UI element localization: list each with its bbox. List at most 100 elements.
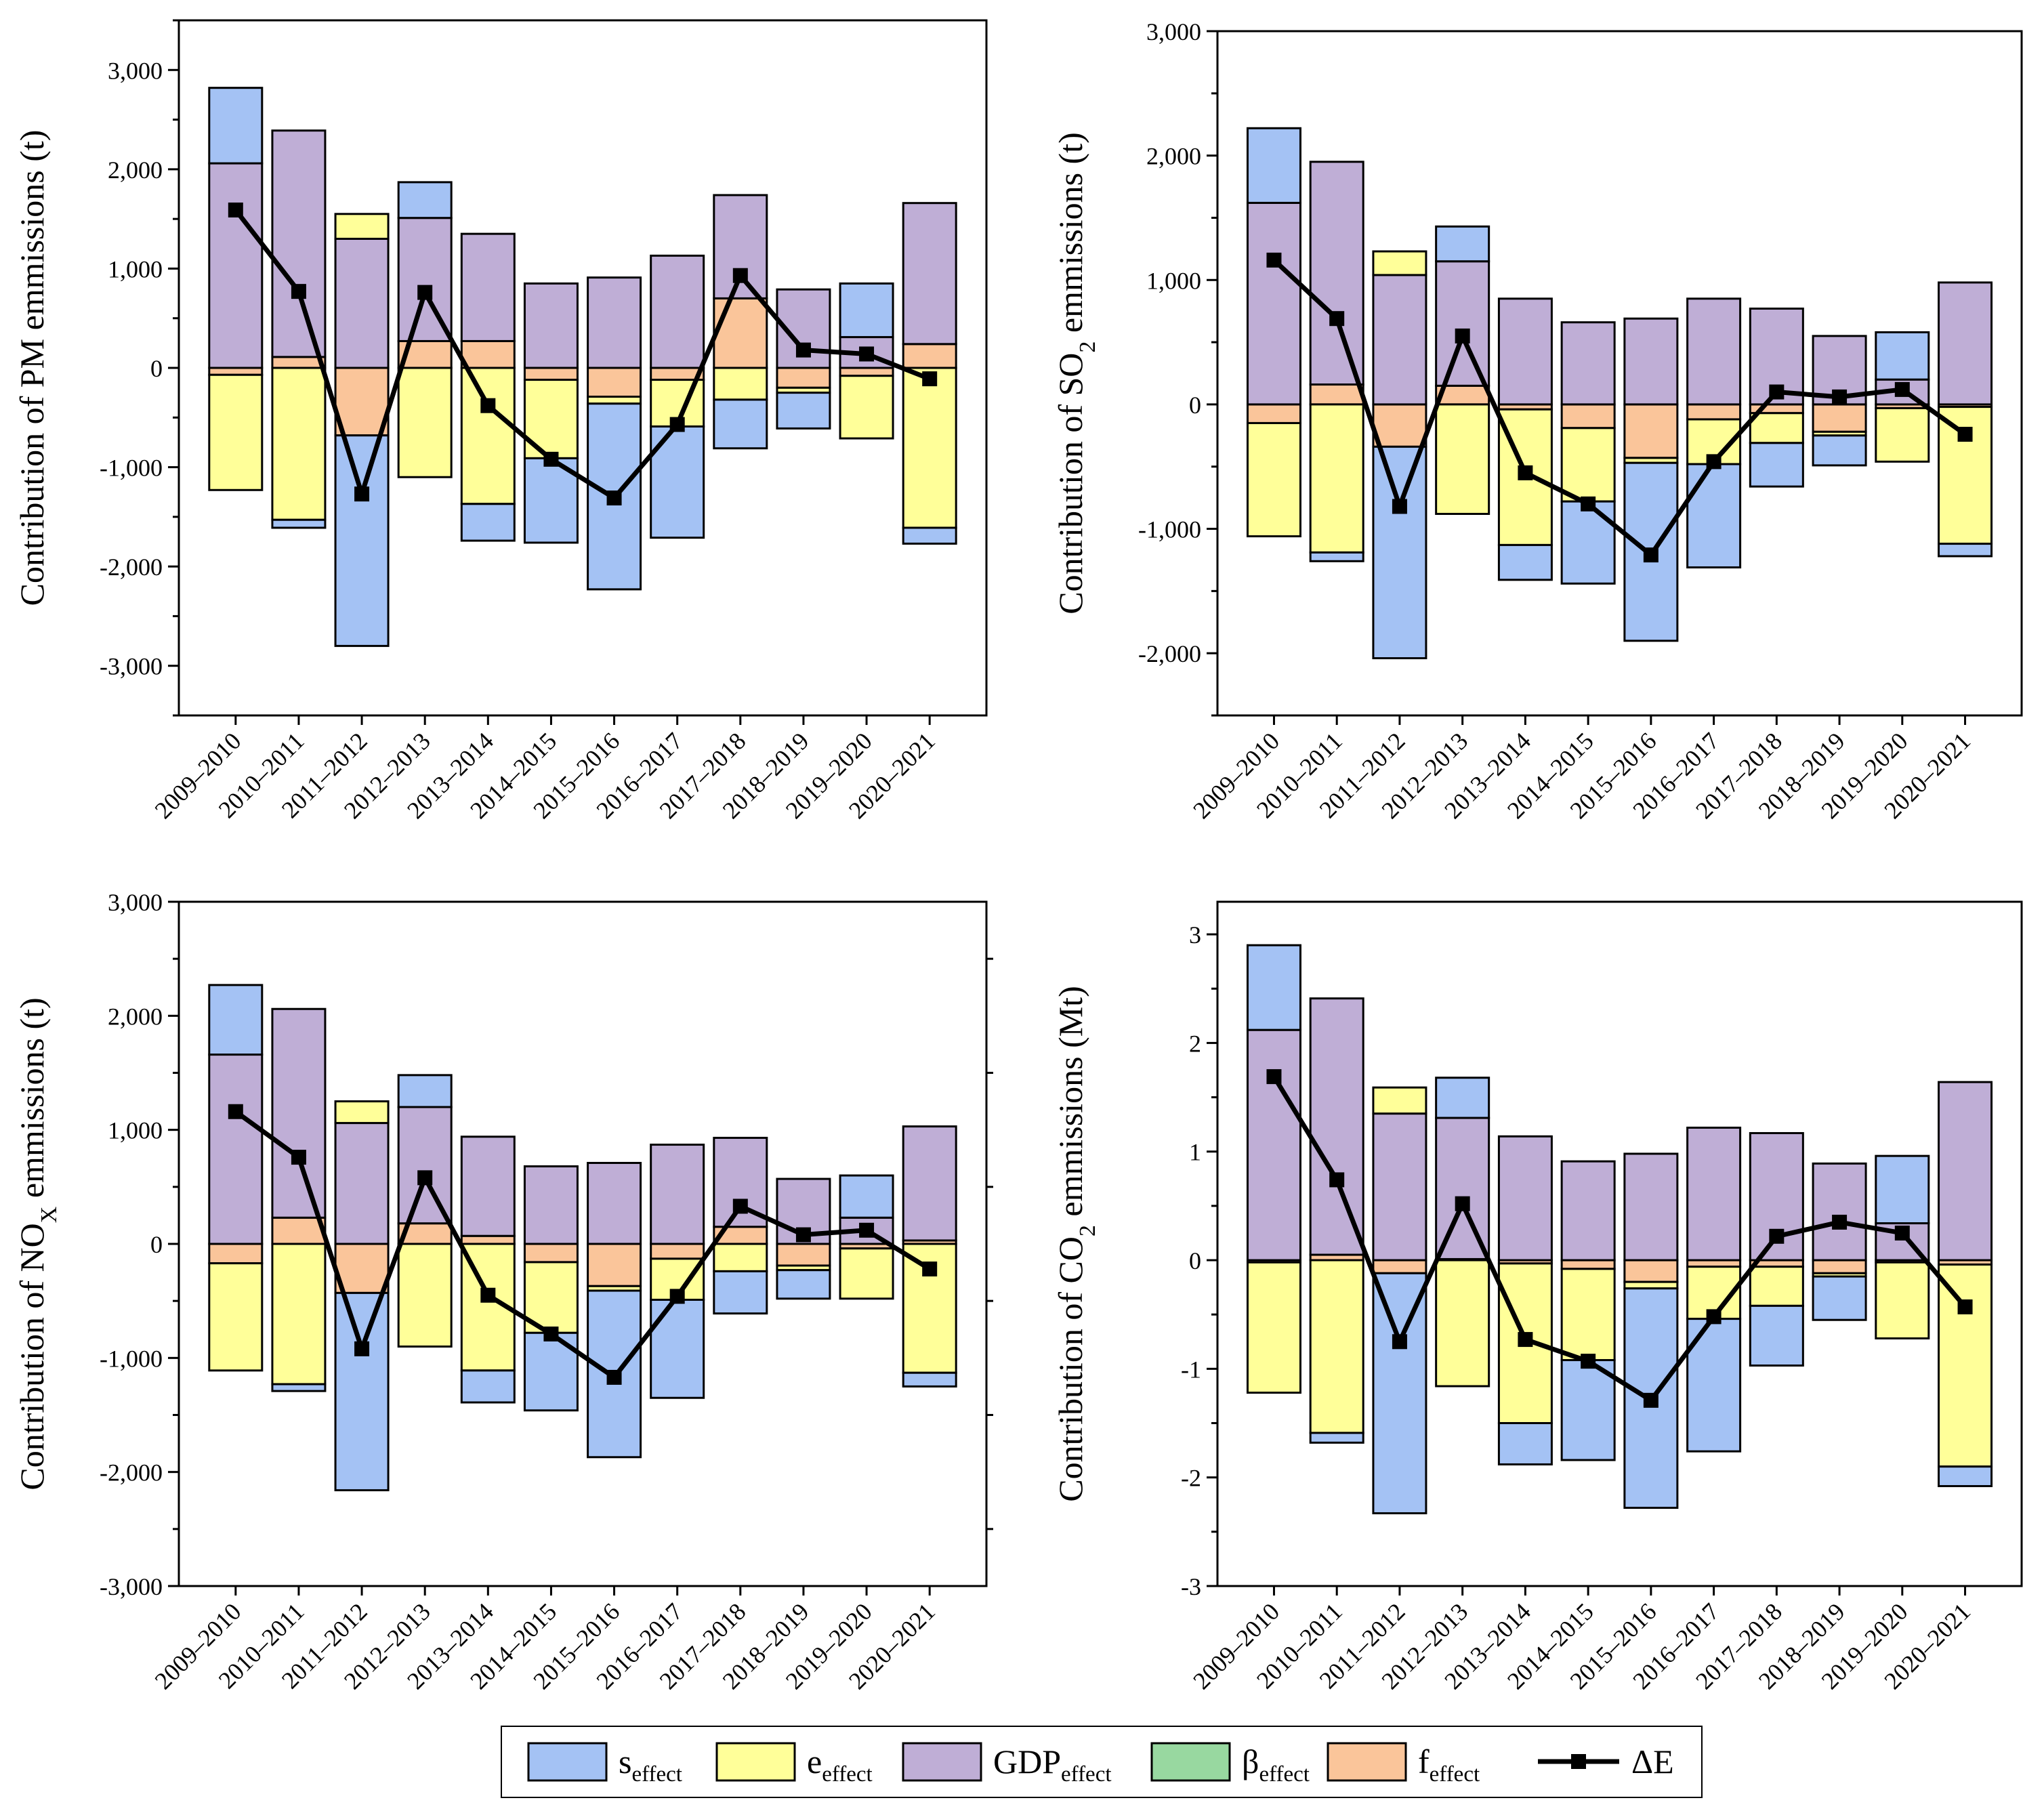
bar-segment-s-10: [1875, 331, 1930, 381]
legend: seffect eeffect GDPeffect βeffect feffect ΔE: [501, 1726, 1703, 1798]
bar-segment-f-0: [1246, 403, 1301, 424]
bar-segment-f-4: [460, 1234, 516, 1245]
bar-segment-s-8: [1749, 1304, 1804, 1367]
bar-segment-f-0: [208, 367, 264, 376]
delta-e-marker-7: [669, 1289, 685, 1304]
y-tick-label: -2: [1181, 1465, 1201, 1492]
y-tick-label: 2,000: [108, 1003, 163, 1030]
delta-e-marker-5: [1581, 496, 1596, 512]
bar-segment-e-3: [397, 1243, 453, 1348]
bar-segment-gdp-2: [1372, 274, 1427, 406]
bar-segment-e-5: [1560, 1268, 1616, 1362]
delta-e-marker-11: [1957, 1299, 1973, 1314]
bar-segment-s-1: [271, 1383, 327, 1392]
bar-segment-s-8: [1749, 442, 1804, 488]
delta-e-marker-7: [1706, 454, 1722, 470]
bar-segment-f-9: [1812, 403, 1867, 433]
bar-segment-s-1: [1309, 1432, 1364, 1444]
bar-segment-gdp-6: [587, 276, 642, 369]
bar-segment-gdp-8: [1749, 308, 1804, 406]
legend-swatch-e: [715, 1742, 796, 1782]
bar-segment-gdp-6: [587, 1161, 642, 1245]
bar-segment-e-0: [1246, 1261, 1301, 1394]
delta-e-marker-9: [1832, 389, 1848, 404]
bar-segment-s-4: [1497, 543, 1553, 581]
bar-segment-s-11: [1938, 1465, 1993, 1488]
delta-e-marker-3: [1455, 1196, 1470, 1211]
bar-segment-e-1: [1309, 1259, 1364, 1434]
delta-e-marker-1: [291, 284, 306, 299]
delta-e-marker-4: [1518, 1332, 1533, 1348]
bar-segment-gdp-5: [1560, 1160, 1616, 1262]
bar-segment-s-0: [1246, 944, 1301, 1031]
bar-segment-f-6: [1623, 403, 1679, 459]
bar-segment-e-1: [1309, 403, 1364, 554]
bar-segment-s-0: [208, 87, 264, 165]
legend-item-dE: ΔE: [1538, 1743, 1674, 1780]
bar-segment-gdp-1: [1309, 997, 1364, 1256]
bar-segment-gdp-4: [460, 1135, 516, 1237]
y-tick-label: -3,000: [100, 1573, 163, 1600]
bar-segment-e-10: [839, 375, 894, 440]
bar-segment-f-7: [650, 1243, 705, 1260]
y-tick-label: -1,000: [1138, 516, 1201, 543]
y-tick-label: 0: [150, 355, 163, 382]
y-tick-label: -1: [1181, 1356, 1201, 1383]
y-tick-label: 3,000: [108, 889, 163, 916]
bar-segment-e-0: [1246, 421, 1301, 538]
bar-segment-gdp-7: [650, 1144, 705, 1245]
delta-e-marker-4: [480, 398, 496, 413]
delta-e-marker-2: [354, 486, 370, 502]
legend-swatch-gdp: [902, 1742, 982, 1782]
bar-segment-f-6: [587, 367, 642, 398]
bar-segment-s-3: [1435, 225, 1490, 263]
bar-segment-e-6: [587, 396, 642, 405]
bar-segment-gdp-9: [1812, 1162, 1867, 1262]
bar-segment-s-4: [1497, 1422, 1553, 1465]
bar-segment-gdp-11: [1938, 1081, 1993, 1262]
bar-segment-s-2: [1372, 1272, 1427, 1515]
bars: [1246, 127, 1993, 660]
delta-e-marker-0: [228, 202, 243, 217]
bar-segment-s-10: [839, 282, 894, 339]
bar-segment-gdp-5: [523, 282, 579, 369]
legend-item-e: eeffect: [715, 1742, 873, 1787]
bar-segment-gdp-0: [208, 1054, 264, 1245]
bar-segment-f-6: [1623, 1259, 1679, 1283]
bar-segment-f-4: [460, 339, 516, 369]
chart-panels: -3,000-2,000-1,00001,0002,0003,0002009–2…: [13, 18, 2023, 1694]
bar-segment-f-2: [1372, 403, 1427, 448]
bar-segment-e-5: [1560, 427, 1616, 503]
delta-e-marker-4: [1518, 465, 1533, 480]
bar-segment-gdp-1: [271, 1007, 327, 1219]
bar-segment-f-6: [587, 1243, 642, 1287]
delta-e-marker-6: [606, 491, 622, 506]
y-tick-label: 1: [1189, 1139, 1201, 1166]
bar-segment-f-1: [1309, 383, 1364, 406]
bar-segment-e-2: [1372, 250, 1427, 276]
bar-segment-gdp-0: [1246, 1028, 1301, 1262]
bar-segment-f-0: [208, 1243, 264, 1265]
delta-e-line: [234, 1109, 932, 1380]
bar-segment-s-7: [650, 1298, 705, 1399]
delta-e-marker-0: [228, 1104, 243, 1119]
bar-segment-s-10: [1875, 1154, 1930, 1225]
legend-label-beta: βeffect: [1242, 1743, 1310, 1787]
delta-e-marker-1: [1329, 311, 1345, 327]
legend-frame: [501, 1726, 1703, 1798]
bar-segment-f-5: [523, 367, 579, 381]
bar-segment-gdp-5: [523, 1165, 579, 1245]
legend-marker-swatch: [1571, 1754, 1586, 1769]
y-tick-label: 1,000: [108, 255, 163, 283]
legend-item-gdp: GDPeffect: [902, 1742, 1112, 1787]
legend-item-beta: βeffect: [1150, 1742, 1310, 1787]
bar-segment-e-10: [1875, 1261, 1930, 1339]
y-axis-title: Contribution of NOX emmissions (t): [13, 997, 62, 1490]
delta-e-marker-2: [1392, 499, 1407, 514]
bars: [1246, 944, 1993, 1515]
delta-e-marker-10: [859, 1222, 875, 1238]
legend-item-f: feffect: [1327, 1742, 1480, 1787]
bar-segment-s-8: [713, 1270, 768, 1315]
bar-segment-s-0: [208, 984, 264, 1056]
